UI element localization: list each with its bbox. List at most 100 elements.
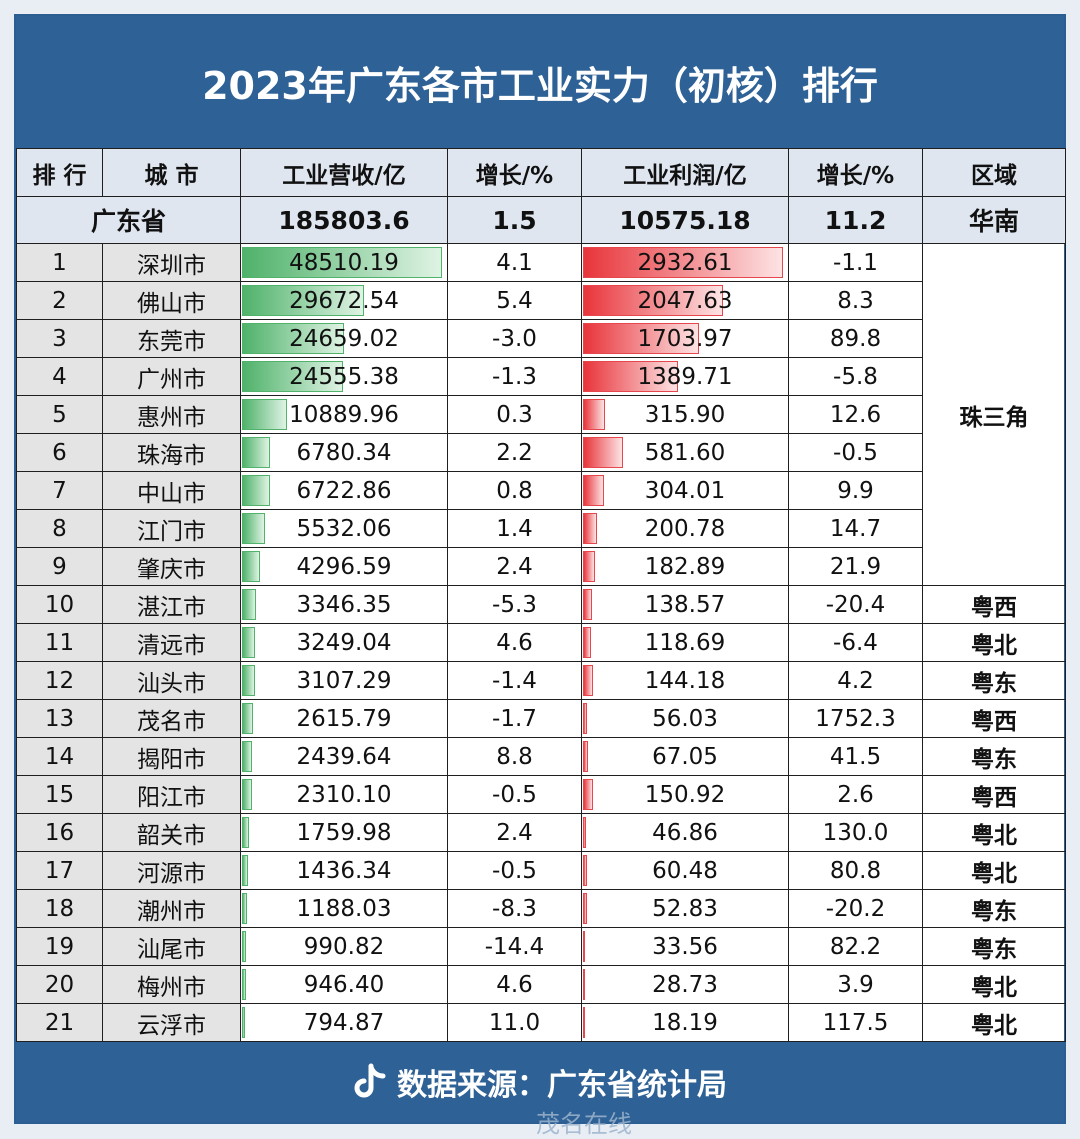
profit-growth-cell: 21.9 — [788, 547, 923, 586]
rank-cell: 21 — [16, 1003, 103, 1042]
city-cell: 清远市 — [102, 623, 241, 662]
profit-value: 182.89 — [644, 553, 726, 580]
rank-cell: 19 — [16, 927, 103, 966]
revenue-growth-cell: -8.3 — [447, 889, 582, 928]
revenue-bar — [242, 969, 246, 1000]
revenue-bar — [242, 817, 250, 848]
revenue-bar — [242, 779, 252, 810]
profit-cell: 2932.61 — [581, 243, 789, 282]
revenue-bar — [242, 437, 270, 468]
profit-growth-cell: 9.9 — [788, 471, 923, 510]
profit-bar — [583, 817, 587, 848]
revenue-cell: 6722.86 — [240, 471, 448, 510]
header-region: 区域 — [922, 148, 1066, 197]
table-row: 19 汕尾市 990.82 -14.4 33.56 82.2 粤东 — [16, 927, 1066, 966]
revenue-cell: 1188.03 — [240, 889, 448, 928]
revenue-value: 29672.54 — [289, 287, 399, 314]
rank-cell: 4 — [16, 357, 103, 396]
profit-value: 144.18 — [644, 667, 726, 694]
ranking-table: 排 行 城 市 工业营收/亿 增长/% 工业利润/亿 增长/% 区域 广东省 1… — [16, 148, 1066, 1042]
province-profit: 10575.18 — [581, 196, 789, 244]
profit-cell: 28.73 — [581, 965, 789, 1004]
table-row: 16 韶关市 1759.98 2.4 46.86 130.0 粤北 — [16, 813, 1066, 852]
revenue-cell: 1436.34 — [240, 851, 448, 890]
profit-cell: 118.69 — [581, 623, 789, 662]
page-title: 2023年广东各市工业实力（初核）排行 — [202, 63, 878, 108]
profit-growth-cell: -5.8 — [788, 357, 923, 396]
revenue-cell: 990.82 — [240, 927, 448, 966]
region-cell: 粤东 — [922, 737, 1066, 776]
header-row: 排 行 城 市 工业营收/亿 增长/% 工业利润/亿 增长/% 区域 — [16, 148, 1066, 197]
profit-cell: 200.78 — [581, 509, 789, 548]
revenue-bar — [242, 665, 255, 696]
profit-bar — [583, 399, 605, 430]
revenue-value: 4296.59 — [296, 553, 392, 580]
city-cell: 河源市 — [102, 851, 241, 890]
table-row: 18 潮州市 1188.03 -8.3 52.83 -20.2 粤东 — [16, 889, 1066, 928]
revenue-growth-cell: -3.0 — [447, 319, 582, 358]
table-row: 12 汕头市 3107.29 -1.4 144.18 4.2 粤东 — [16, 661, 1066, 700]
province-region: 华南 — [922, 196, 1066, 244]
revenue-value: 2310.10 — [296, 781, 392, 808]
revenue-value: 2439.64 — [296, 743, 392, 770]
profit-value: 150.92 — [644, 781, 726, 808]
header-revenue-growth: 增长/% — [447, 148, 582, 197]
revenue-value: 3249.04 — [296, 629, 392, 656]
region-cell: 粤东 — [922, 927, 1066, 966]
tiktok-logo-icon — [354, 1063, 386, 1098]
revenue-bar — [242, 855, 248, 886]
profit-growth-cell: 8.3 — [788, 281, 923, 320]
table-row: 7 中山市 6722.86 0.8 304.01 9.9 — [16, 471, 1066, 510]
profit-value: 315.90 — [644, 401, 726, 428]
profit-value: 1703.97 — [637, 325, 733, 352]
revenue-cell: 3249.04 — [240, 623, 448, 662]
profit-cell: 60.48 — [581, 851, 789, 890]
profit-growth-cell: 80.8 — [788, 851, 923, 890]
revenue-cell: 3107.29 — [240, 661, 448, 700]
revenue-growth-cell: 4.6 — [447, 623, 582, 662]
revenue-bar — [242, 551, 260, 582]
revenue-growth-cell: 5.4 — [447, 281, 582, 320]
profit-cell: 56.03 — [581, 699, 789, 738]
profit-cell: 182.89 — [581, 547, 789, 586]
region-cell: 粤北 — [922, 623, 1066, 662]
revenue-bar — [242, 323, 344, 354]
revenue-cell: 2439.64 — [240, 737, 448, 776]
region-cell: 粤西 — [922, 585, 1066, 624]
profit-value: 2047.63 — [637, 287, 733, 314]
revenue-cell: 29672.54 — [240, 281, 448, 320]
rank-cell: 1 — [16, 243, 103, 282]
revenue-cell: 48510.19 — [240, 243, 448, 282]
table-row: 3 东莞市 24659.02 -3.0 1703.97 89.8 — [16, 319, 1066, 358]
table-row: 21 云浮市 794.87 11.0 18.19 117.5 粤北 — [16, 1003, 1066, 1042]
profit-bar — [583, 1007, 585, 1038]
rank-cell: 16 — [16, 813, 103, 852]
profit-value: 60.48 — [652, 857, 718, 884]
profit-growth-cell: -20.2 — [788, 889, 923, 928]
profit-value: 46.86 — [652, 819, 718, 846]
revenue-value: 946.40 — [303, 971, 385, 998]
profit-value: 67.05 — [652, 743, 718, 770]
profit-value: 2932.61 — [637, 249, 733, 276]
profit-cell: 315.90 — [581, 395, 789, 434]
header-profit: 工业利润/亿 — [581, 148, 789, 197]
rank-cell: 7 — [16, 471, 103, 510]
revenue-growth-cell: 1.4 — [447, 509, 582, 548]
profit-value: 581.60 — [644, 439, 726, 466]
table-row: 9 肇庆市 4296.59 2.4 182.89 21.9 — [16, 547, 1066, 586]
city-cell: 云浮市 — [102, 1003, 241, 1042]
table-row: 14 揭阳市 2439.64 8.8 67.05 41.5 粤东 — [16, 737, 1066, 776]
revenue-value: 24555.38 — [289, 363, 399, 390]
profit-value: 304.01 — [644, 477, 726, 504]
revenue-cell: 2615.79 — [240, 699, 448, 738]
rank-cell: 2 — [16, 281, 103, 320]
ranking-table-body: 排 行 城 市 工业营收/亿 增长/% 工业利润/亿 增长/% 区域 广东省 1… — [16, 148, 1066, 1042]
profit-value: 200.78 — [644, 515, 726, 542]
revenue-bar — [242, 399, 287, 430]
profit-growth-cell: 14.7 — [788, 509, 923, 548]
profit-bar — [583, 741, 588, 772]
city-cell: 珠海市 — [102, 433, 241, 472]
revenue-growth-cell: 2.4 — [447, 813, 582, 852]
revenue-growth-cell: -14.4 — [447, 927, 582, 966]
profit-cell: 1389.71 — [581, 357, 789, 396]
